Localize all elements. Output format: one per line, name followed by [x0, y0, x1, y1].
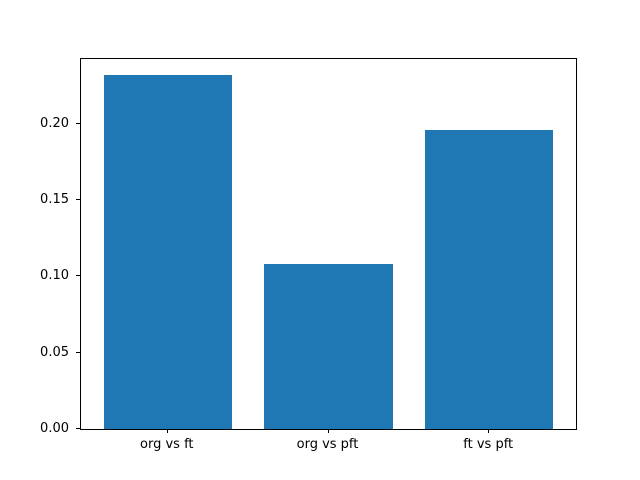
y-tick-mark: [76, 199, 80, 201]
bar-ft-vs-pft: [424, 130, 554, 429]
x-tick-label: org vs ft: [140, 437, 194, 452]
x-tick-mark: [327, 429, 329, 433]
y-tick-label: 0.20: [40, 115, 69, 131]
plot-area: [80, 58, 577, 430]
y-tick-label: 0.15: [40, 192, 69, 208]
y-tick-label: 0.05: [40, 344, 69, 360]
bar-org-vs-ft: [103, 75, 233, 429]
x-tick-mark: [488, 429, 490, 433]
x-tick-label: ft vs pft: [463, 437, 514, 452]
y-tick-mark: [76, 351, 80, 353]
x-tick-mark: [166, 429, 168, 433]
bar-org-vs-pft: [264, 264, 393, 429]
x-tick-label: org vs pft: [296, 437, 359, 452]
y-tick-label: 0.00: [40, 421, 69, 436]
y-tick-mark: [76, 122, 80, 124]
y-tick-mark: [76, 428, 80, 429]
y-tick-mark: [76, 275, 80, 277]
y-tick-label: 0.10: [40, 268, 69, 284]
